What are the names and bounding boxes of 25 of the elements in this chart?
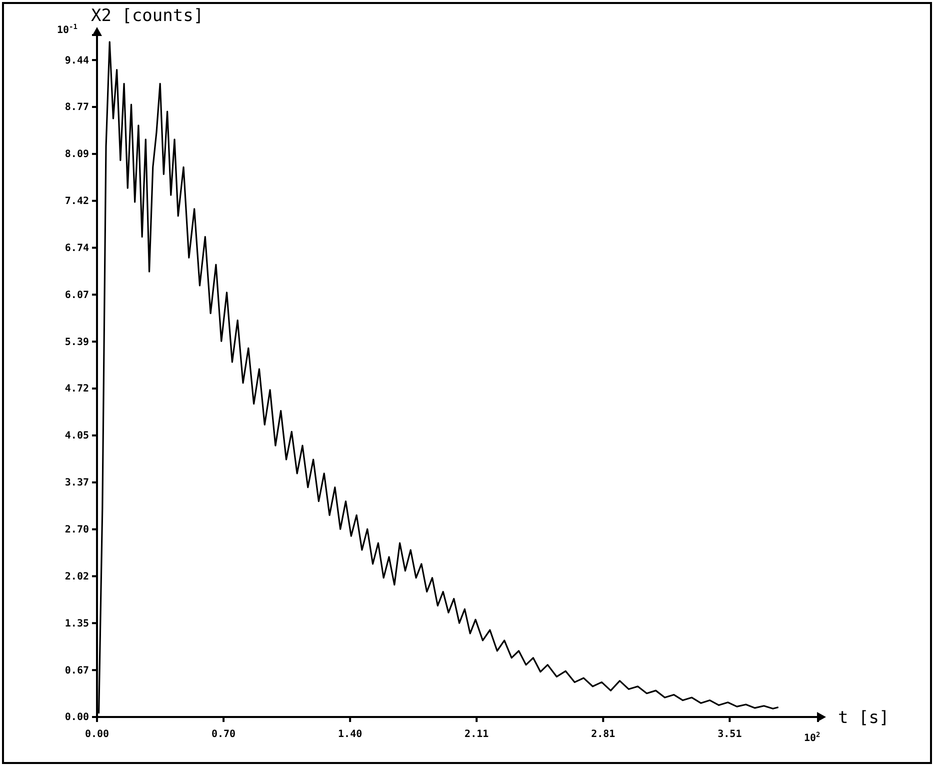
y-tick-label: 4.05: [64, 430, 89, 442]
text: 10$^{2}$: [804, 731, 820, 744]
y-tick-label: 8.09: [64, 149, 89, 160]
y-tick-label: 8.77: [64, 102, 89, 114]
y-tick-label: 3.37: [64, 478, 89, 489]
y-axis-title: X2 [counts]: [91, 6, 204, 26]
x-tick-label: 0.00: [84, 729, 110, 740]
y-tick-label: 6.07: [64, 290, 89, 301]
y-tick-label: 2.70: [64, 524, 89, 536]
y-tick-label: 6.74: [64, 242, 89, 254]
x-tick-label: 2.11: [464, 729, 489, 740]
text: 10$^{-1}$: [57, 23, 78, 36]
x-tick-label: 2.81: [591, 729, 616, 740]
y-tick-label: 2.02: [64, 571, 89, 582]
y-tick-label: 4.72: [64, 384, 89, 395]
x-tick-label: 3.51: [718, 729, 742, 740]
y-tick-label: 0.67: [64, 665, 89, 676]
x-tick-label: 1.40: [338, 729, 362, 740]
y-tick-label: 9.44: [64, 55, 89, 66]
y-tick-label: 0.00: [64, 712, 89, 724]
x-axis-title: t [s]: [838, 708, 890, 728]
y-tick-label: 5.39: [64, 336, 89, 348]
y-tick-label: 1.35: [64, 618, 89, 630]
x-tick-label: 0.70: [211, 729, 236, 740]
y-tick-label: 7.42: [64, 196, 89, 208]
